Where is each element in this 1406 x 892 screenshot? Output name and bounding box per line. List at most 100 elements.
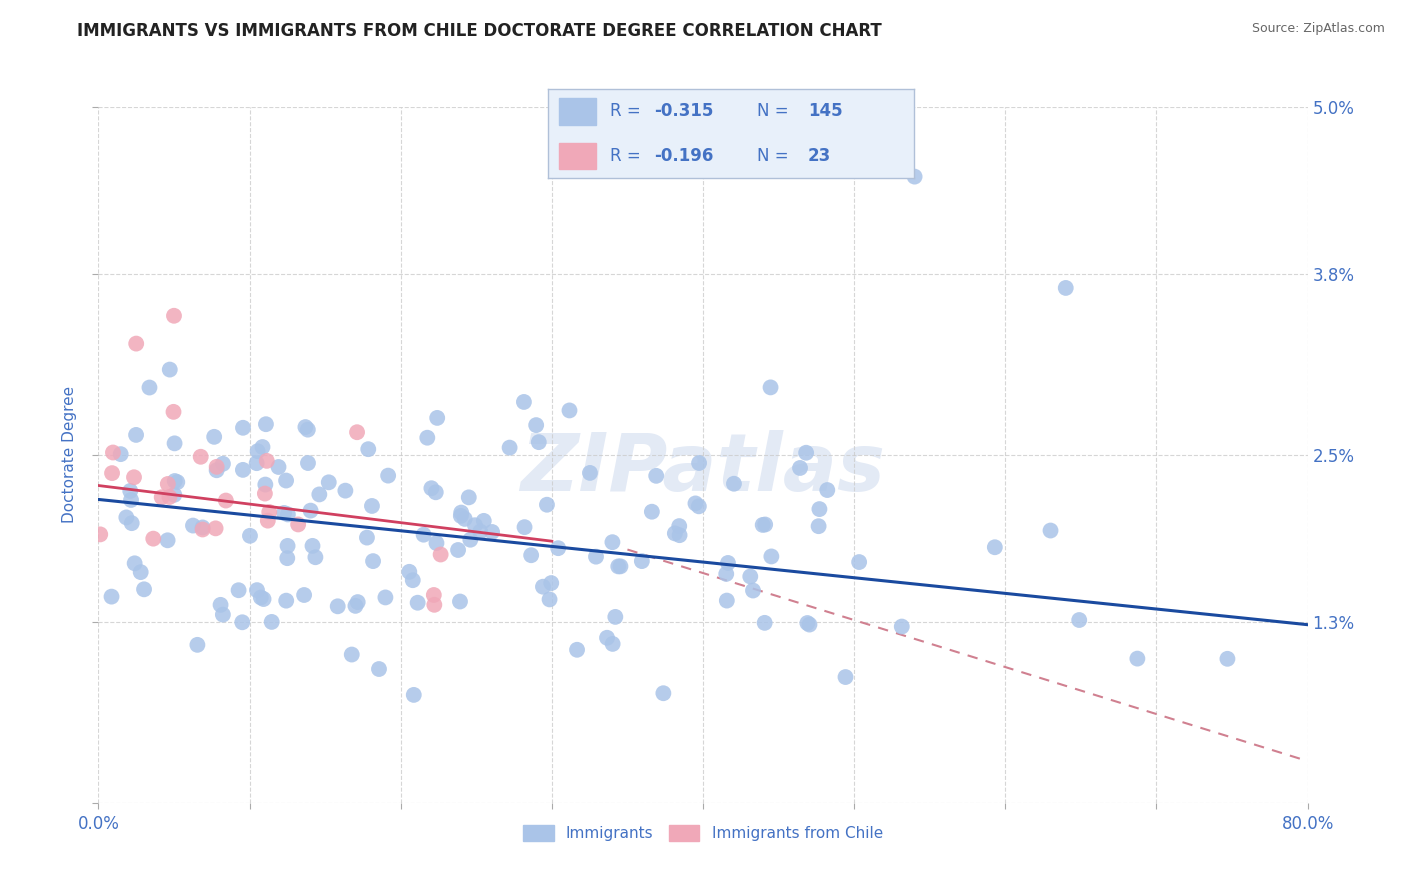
Point (212, 607, 235, 622)
Point (304, 550, 326, 565)
Point (464, 518, 486, 533)
Point (565, 642, 588, 657)
Point (246, 456, 269, 470)
Point (120, 483, 142, 498)
Point (472, 514, 495, 528)
Text: Source: ZipAtlas.com: Source: ZipAtlas.com (1251, 22, 1385, 36)
Point (716, 566, 738, 581)
Point (301, 539, 323, 553)
Text: -0.315: -0.315 (654, 103, 714, 120)
Legend: Immigrants, Immigrants from Chile: Immigrants, Immigrants from Chile (517, 819, 889, 847)
Point (449, 594, 471, 608)
Point (538, 592, 561, 607)
Point (723, 476, 745, 491)
Point (668, 519, 690, 533)
Point (402, 688, 425, 702)
Point (231, 615, 253, 630)
Text: 23: 23 (808, 147, 831, 165)
Point (498, 441, 520, 455)
Point (585, 549, 607, 564)
Text: R =: R = (610, 147, 647, 165)
Point (450, 506, 472, 520)
Point (267, 460, 290, 475)
Point (162, 405, 184, 419)
Point (297, 423, 319, 437)
Point (190, 450, 212, 464)
Point (513, 395, 536, 409)
Point (426, 410, 449, 425)
Point (335, 483, 357, 498)
Point (212, 457, 235, 471)
Point (340, 648, 363, 662)
Point (454, 512, 477, 526)
Point (115, 510, 138, 524)
Point (429, 548, 451, 562)
Point (252, 592, 274, 607)
Point (256, 454, 278, 468)
Point (191, 520, 214, 534)
Point (232, 421, 254, 435)
Point (602, 535, 624, 549)
Text: R =: R = (610, 103, 647, 120)
Point (685, 496, 707, 510)
Point (191, 523, 214, 537)
Point (641, 505, 664, 519)
Point (547, 541, 569, 556)
Point (558, 403, 581, 417)
Point (425, 485, 447, 500)
Point (292, 588, 315, 602)
Point (688, 456, 710, 470)
Point (150, 490, 173, 504)
Point (276, 593, 298, 607)
Point (527, 435, 550, 450)
Point (808, 502, 831, 516)
Point (807, 519, 830, 533)
Point (253, 486, 276, 500)
Point (156, 477, 179, 491)
Point (132, 582, 155, 597)
Point (252, 440, 274, 454)
Point (361, 554, 384, 568)
Point (122, 470, 145, 484)
Point (274, 474, 297, 488)
Point (716, 593, 738, 607)
Point (232, 463, 254, 477)
Bar (560, 98, 596, 125)
Point (163, 309, 186, 323)
Point (299, 503, 322, 517)
Point (1126, 651, 1149, 665)
Point (754, 615, 776, 630)
Point (209, 598, 232, 612)
Point (166, 475, 188, 489)
Point (631, 554, 654, 568)
Point (664, 526, 686, 541)
Point (256, 514, 278, 528)
Point (740, 569, 762, 583)
Point (412, 527, 434, 541)
Point (377, 468, 399, 483)
Point (799, 617, 821, 632)
Point (277, 508, 299, 522)
Point (276, 551, 298, 566)
Point (457, 491, 479, 505)
Point (356, 531, 378, 545)
Point (848, 555, 870, 569)
Point (607, 559, 630, 574)
Point (531, 580, 554, 594)
Point (181, 518, 204, 533)
Point (254, 417, 277, 432)
Point (754, 517, 776, 532)
Text: 145: 145 (808, 103, 842, 120)
Point (416, 431, 439, 445)
Point (652, 686, 675, 700)
Point (163, 436, 186, 450)
Point (357, 442, 380, 457)
Point (890, 619, 912, 633)
Point (346, 425, 368, 440)
Point (215, 493, 238, 508)
Point (125, 428, 148, 442)
Point (596, 631, 619, 645)
Point (260, 615, 283, 629)
Point (326, 599, 349, 614)
Point (277, 539, 299, 553)
